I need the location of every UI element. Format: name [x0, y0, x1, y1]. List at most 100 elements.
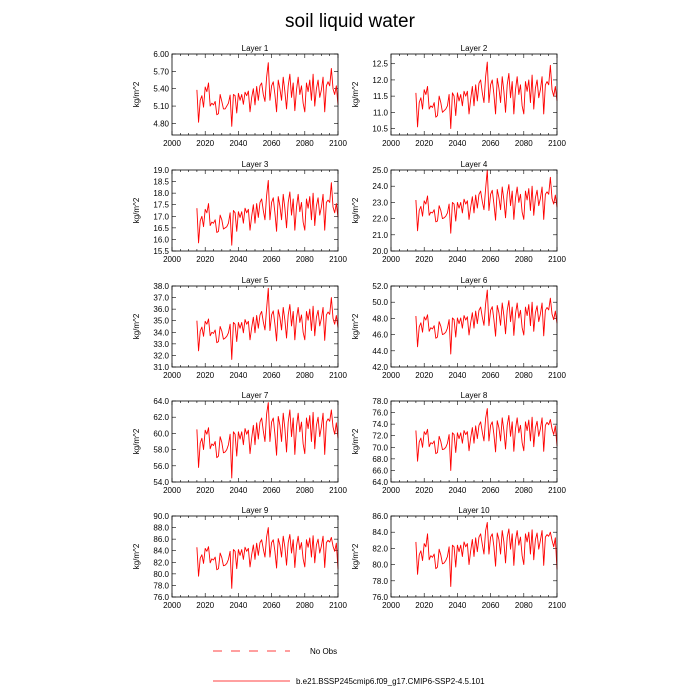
x-tick-label: 2000 [382, 255, 400, 264]
legend-model-label: b.e21.BSSP245cmip6.f09_g17.CMIP6-SSP2-4.… [296, 677, 485, 686]
x-tick-label: 2100 [548, 486, 566, 495]
y-tick-label: 50.0 [372, 298, 388, 307]
x-tick-label: 2060 [263, 371, 281, 380]
x-tick-label: 2080 [515, 486, 533, 495]
y-tick-label: 42.0 [372, 363, 388, 372]
x-tick-label: 2100 [548, 255, 566, 264]
y-tick-label: 21.0 [372, 231, 388, 240]
y-tick-label: 19.0 [153, 166, 169, 175]
y-tick-label: 56.0 [153, 462, 169, 471]
y-tick-label: 80.0 [153, 570, 169, 579]
y-axis-label: kg/m^2 [132, 313, 141, 339]
x-tick-label: 2000 [163, 255, 181, 264]
y-axis-label: kg/m^2 [351, 313, 360, 339]
x-tick-label: 2080 [515, 371, 533, 380]
y-tick-label: 24.0 [372, 182, 388, 191]
y-axis-label: kg/m^2 [132, 428, 141, 454]
y-tick-label: 11.0 [373, 108, 389, 117]
y-tick-label: 54.0 [153, 478, 169, 487]
panel-layer-5: Layer 5 kg/m^2 2000 2020 2040 2060 2080 2100 31.… [132, 276, 347, 380]
x-tick-label: 2100 [329, 139, 347, 148]
y-tick-label: 15.5 [153, 247, 169, 256]
y-tick-label: 23.0 [372, 198, 388, 207]
y-axis-label: kg/m^2 [132, 543, 141, 569]
x-tick-label: 2100 [548, 601, 566, 610]
plot-frame [171, 285, 339, 368]
y-tick-label: 62.0 [153, 413, 169, 422]
x-tick-label: 2080 [515, 255, 533, 264]
y-tick-label: 84.0 [372, 528, 388, 537]
x-tick-label: 2040 [230, 139, 248, 148]
y-tick-label: 20.0 [372, 247, 388, 256]
y-tick-label: 4.80 [153, 119, 169, 128]
panel-layer-2: Layer 2 kg/m^2 2000 2020 2040 2060 2080 2100 10.… [351, 44, 566, 148]
y-tick-label: 38.0 [153, 282, 169, 291]
panel-title: Layer 1 [242, 44, 269, 53]
series-line [196, 179, 339, 246]
x-tick-label: 2100 [329, 371, 347, 380]
x-tick-label: 2080 [515, 601, 533, 610]
y-tick-label: 66.0 [372, 466, 388, 475]
panel-title: Layer 7 [242, 391, 269, 400]
y-tick-label: 88.0 [153, 524, 169, 533]
panel-layer-4: Layer 4 kg/m^2 2000 2020 2040 2060 2080 2100 20.… [351, 160, 566, 264]
series-line [415, 61, 558, 129]
plot-frame [390, 285, 558, 368]
y-tick-label: 36.0 [153, 305, 169, 314]
y-tick-label: 10.5 [372, 125, 388, 134]
plot-frame [390, 169, 558, 252]
x-tick-label: 2060 [263, 139, 281, 148]
y-tick-label: 70.0 [372, 443, 388, 452]
y-tick-label: 48.0 [372, 314, 388, 323]
y-tick-label: 58.0 [153, 446, 169, 455]
y-tick-label: 16.0 [153, 235, 169, 244]
y-tick-label: 12.5 [372, 60, 388, 69]
x-tick-label: 2020 [196, 139, 214, 148]
y-tick-label: 68.0 [372, 455, 388, 464]
y-tick-label: 60.0 [153, 429, 169, 438]
y-tick-label: 72.0 [372, 432, 388, 441]
plot-frame [390, 53, 558, 136]
y-tick-label: 16.5 [153, 224, 169, 233]
y-tick-label: 17.0 [153, 212, 169, 221]
x-tick-label: 2000 [382, 601, 400, 610]
plot-frame [390, 400, 558, 483]
panel-layer-3: Layer 3 kg/m^2 2000 2020 2040 2060 2080 2100 15.… [132, 160, 347, 264]
x-tick-label: 2100 [329, 255, 347, 264]
x-tick-label: 2020 [196, 371, 214, 380]
y-tick-label: 80.0 [372, 561, 388, 570]
x-tick-label: 2020 [196, 255, 214, 264]
y-axis-label: kg/m^2 [351, 81, 360, 107]
y-tick-label: 64.0 [153, 397, 169, 406]
x-tick-label: 2020 [415, 371, 433, 380]
panel-title: Layer 6 [461, 276, 488, 285]
y-axis-label: kg/m^2 [132, 81, 141, 107]
y-tick-label: 25.0 [372, 166, 388, 175]
y-tick-label: 18.5 [153, 178, 169, 187]
x-tick-label: 2000 [163, 486, 181, 495]
plot-frame [390, 515, 558, 598]
series-line [415, 289, 558, 355]
legend: No Obs b.e21.BSSP245cmip6.f09_g17.CMIP6-… [213, 647, 485, 686]
x-tick-label: 2020 [196, 486, 214, 495]
panel-layer-7: Layer 7 kg/m^2 2000 2020 2040 2060 2080 2100 54.… [132, 391, 347, 495]
y-tick-label: 18.0 [153, 189, 169, 198]
x-tick-label: 2080 [296, 486, 314, 495]
y-axis-label: kg/m^2 [132, 197, 141, 223]
y-tick-label: 78.0 [372, 577, 388, 586]
y-tick-label: 33.0 [153, 340, 169, 349]
x-tick-label: 2000 [163, 139, 181, 148]
y-axis-label: kg/m^2 [351, 543, 360, 569]
x-tick-label: 2080 [296, 371, 314, 380]
y-tick-label: 76.0 [372, 409, 388, 418]
panel-title: Layer 2 [461, 44, 488, 53]
y-tick-label: 86.0 [372, 512, 388, 521]
series-line [415, 408, 558, 471]
panel-grid: Layer 1 kg/m^2 2000 2020 2040 2060 2080 2100 4.8… [132, 44, 566, 610]
x-tick-label: 2080 [296, 139, 314, 148]
x-tick-label: 2100 [329, 486, 347, 495]
x-tick-label: 2000 [382, 139, 400, 148]
x-tick-label: 2040 [449, 371, 467, 380]
x-tick-label: 2080 [296, 601, 314, 610]
x-tick-label: 2040 [230, 371, 248, 380]
